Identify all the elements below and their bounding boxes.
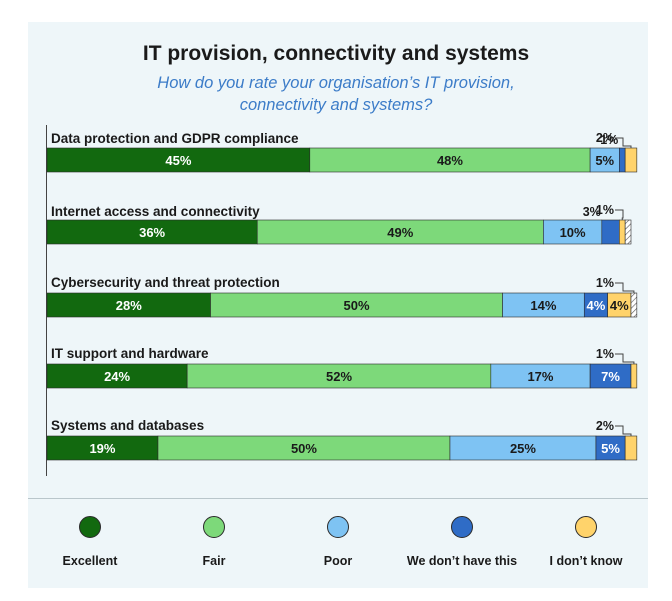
- legend-item-excellent: Excellent: [28, 512, 152, 568]
- data-label: 1%: [600, 133, 618, 147]
- bar-segment-we-dont-have-this: [601, 219, 620, 245]
- legend-label-we-dont-have-this: We don’t have this: [406, 554, 518, 568]
- legend-item-we-dont-have-this: We don’t have this: [400, 512, 524, 568]
- bar-segment-i-dont-know: [624, 147, 638, 173]
- bar-segment-poor: [502, 292, 585, 318]
- legend: Excellent Fair Poor We don’t have this I…: [28, 512, 648, 582]
- legend-label-poor: Poor: [323, 554, 353, 568]
- data-label: 14%: [530, 298, 556, 313]
- category-label: Systems and databases: [51, 418, 204, 433]
- legend-swatch-fair: [203, 516, 225, 538]
- legend-item-fair: Fair: [152, 512, 276, 568]
- legend-label-excellent: Excellent: [62, 554, 118, 568]
- bar-segment-fair: [210, 292, 503, 318]
- chart-subtitle-line-1: How do you rate your organisation’s IT p…: [157, 74, 515, 92]
- data-label: 2%: [596, 131, 614, 145]
- legend-swatch-excellent: [79, 516, 101, 538]
- legend-swatch-we-dont-have-this: [451, 516, 473, 538]
- legend-label-fair: Fair: [202, 554, 226, 568]
- stacked-bar-chart: Data protection and GDPR compliance Inter…: [46, 125, 638, 476]
- bar-segment-fair: [186, 363, 492, 389]
- bar-segment-fair: [256, 219, 544, 245]
- legend-label-i-dont-know: I don’t know: [549, 554, 623, 568]
- data-label: 49%: [387, 225, 413, 240]
- data-label: 19%: [89, 441, 115, 456]
- bar-segment-i-dont-know: [630, 363, 638, 389]
- data-label: 48%: [437, 153, 463, 168]
- category-label: Internet access and connectivity: [51, 204, 260, 219]
- data-label: 45%: [165, 153, 191, 168]
- data-label: 50%: [291, 441, 317, 456]
- data-label: 1%: [596, 203, 614, 217]
- bar-segment-excellent: [46, 435, 159, 461]
- bar-segment-poor: [543, 219, 603, 245]
- legend-swatch-i-dont-know: [575, 516, 597, 538]
- data-label: 24%: [104, 369, 130, 384]
- legend-item-i-dont-know: I don’t know: [524, 512, 648, 568]
- bar-segment-excellent: [46, 363, 188, 389]
- bar-segment-unlabelled-remainder: [624, 219, 632, 245]
- data-label: 28%: [116, 298, 142, 313]
- bar-segment-excellent: [46, 292, 211, 318]
- category-label: Data protection and GDPR compliance: [51, 131, 299, 146]
- bar-segment-i-dont-know: [624, 435, 638, 461]
- callout-leader-line: [615, 353, 635, 364]
- data-label: 4%: [610, 298, 629, 313]
- data-label: 52%: [326, 369, 352, 384]
- chart-title: IT provision, connectivity and systems: [142, 42, 530, 65]
- bar-segment-excellent: [46, 219, 258, 245]
- callout-leader-line: [615, 425, 632, 436]
- data-label: 4%: [587, 298, 606, 313]
- bar-segment-fair: [309, 147, 591, 173]
- plot-area: Data protection and GDPR compliance Inter…: [46, 125, 638, 476]
- legend-item-poor: Poor: [276, 512, 400, 568]
- data-label: 17%: [527, 369, 553, 384]
- bar-segment-unlabelled-remainder: [630, 292, 638, 318]
- callout-leader-line: [615, 137, 632, 148]
- callout-leader-line: [615, 282, 635, 293]
- data-label: 5%: [601, 441, 620, 456]
- bar-segment-poor: [589, 147, 620, 173]
- callout-leader-line: [615, 209, 624, 220]
- category-label: IT support and hardware: [51, 346, 209, 361]
- bar-segment-fair: [157, 435, 451, 461]
- bar-segment-i-dont-know: [619, 219, 626, 245]
- data-label: 2%: [596, 419, 614, 433]
- bar-segment-we-dont-have-this: [619, 147, 626, 173]
- data-label: 5%: [595, 153, 614, 168]
- data-label: 1%: [596, 347, 614, 361]
- data-label: 1%: [596, 276, 614, 290]
- data-label: 50%: [344, 298, 370, 313]
- data-label: 7%: [601, 369, 620, 384]
- bar-segment-poor: [490, 363, 591, 389]
- legend-swatch-poor: [327, 516, 349, 538]
- category-label: Cybersecurity and threat protection: [51, 275, 280, 290]
- legend-divider: [28, 498, 648, 499]
- data-label: 36%: [139, 225, 165, 240]
- chart-subtitle-line-2: connectivity and systems?: [239, 96, 433, 114]
- data-label: 3%: [583, 205, 601, 219]
- data-label: 10%: [560, 225, 586, 240]
- bar-segment-we-dont-have-this: [589, 363, 632, 389]
- data-label: 25%: [510, 441, 536, 456]
- bar-segment-we-dont-have-this: [595, 435, 626, 461]
